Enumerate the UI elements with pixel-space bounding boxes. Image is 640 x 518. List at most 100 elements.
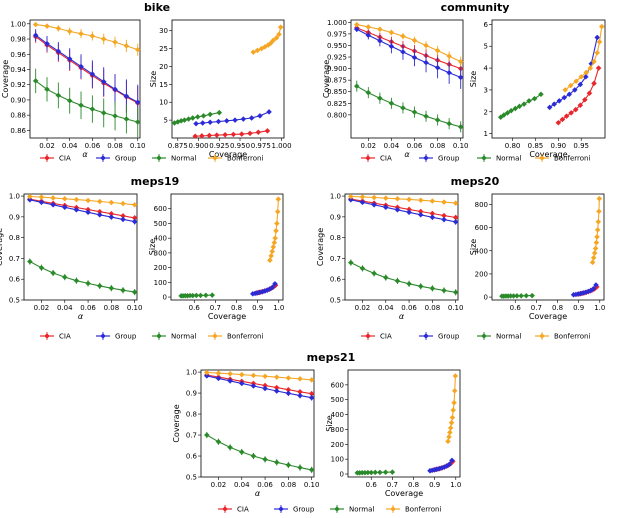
x-tick-label: 0.7 (531, 304, 542, 312)
y-tick-label: 400 (475, 247, 488, 255)
x-axis-label: Coverage (208, 312, 246, 321)
data-point (371, 201, 377, 208)
y-tick-label: 100 (331, 456, 344, 464)
size-panel: 0.80 0.85 0.90 0.95 1 2 3 4 5 6 Coverage Size (469, 19, 606, 159)
data-point (388, 29, 395, 36)
y-tick-label: 300 (154, 249, 167, 257)
x-axis-label: α (255, 489, 261, 498)
x-tick-label: 0.10 (130, 142, 146, 150)
series-line (206, 371, 312, 381)
series-normal (348, 259, 459, 296)
legend-label: Normal (496, 155, 521, 163)
data-point (377, 38, 383, 44)
data-point (372, 469, 379, 476)
series-line (557, 67, 600, 124)
y-tick-label: 0.800 (327, 111, 347, 119)
data-point (359, 194, 366, 200)
series-normal (353, 80, 464, 133)
data-point (240, 116, 247, 122)
data-point (199, 133, 205, 139)
data-point (215, 375, 222, 382)
data-point (276, 31, 282, 38)
data-point (411, 54, 418, 61)
series-bonferroni (250, 24, 284, 55)
data-point (450, 407, 457, 413)
data-point (382, 195, 389, 201)
legend-label: Group (115, 333, 137, 341)
data-point (434, 64, 441, 71)
x-tick-label: 0.08 (107, 142, 123, 150)
data-point (577, 81, 584, 88)
y-tick-label: 10 (159, 99, 168, 107)
legend-label: Normal (171, 155, 196, 163)
y-tick-label: 0.900 (327, 65, 347, 73)
legend-label: CIA (380, 333, 392, 341)
data-point (61, 274, 68, 280)
data-point (66, 28, 73, 35)
y-tick-label: 0.6 (330, 276, 342, 284)
legend-marker (44, 333, 50, 339)
data-point (446, 461, 453, 468)
data-point (452, 219, 459, 225)
y-tick-label: 1.000 (327, 19, 347, 27)
y-tick-label: 1.00 (10, 20, 26, 28)
data-point (446, 434, 452, 440)
series-bonferroni (353, 21, 464, 67)
x-axis-label: Coverage (529, 312, 567, 321)
data-point (353, 26, 360, 33)
data-point (207, 111, 213, 118)
series-group (353, 26, 464, 89)
size-panel: 0.6 0.7 0.8 0.9 1.0 0 100 200 300 400 500 600 Covera… (325, 369, 461, 498)
x-axis-label: α (399, 312, 405, 321)
y-tick-label: 0.86 (10, 127, 26, 135)
x-tick-label: 0.04 (378, 304, 394, 312)
data-point (131, 201, 138, 208)
data-point (308, 467, 315, 473)
data-point (193, 292, 200, 299)
data-point (78, 102, 84, 109)
y-tick-label: 0.7 (186, 432, 197, 440)
data-point (238, 449, 245, 455)
data-point (89, 33, 96, 39)
data-point (571, 87, 578, 93)
x-axis-label: Coverage (385, 489, 423, 498)
data-point (583, 69, 590, 76)
y-tick-label: 0.90 (10, 96, 26, 104)
series-line (356, 85, 461, 128)
data-point (359, 265, 366, 272)
x-tick-label: 0.08 (281, 481, 297, 489)
data-point (273, 388, 280, 394)
data-point (451, 399, 457, 406)
data-point (582, 96, 588, 103)
legend: CIA Group Normal Bonferroni (218, 505, 441, 514)
data-point (594, 49, 601, 56)
data-point (348, 259, 354, 266)
series-normal (497, 91, 544, 121)
data-point (526, 98, 532, 104)
x-tick-label: 0.95 (573, 142, 589, 150)
x-tick-label: 0.02 (211, 481, 227, 489)
series-bonferroni (562, 23, 605, 93)
series-normal (178, 292, 216, 299)
data-point (192, 133, 199, 140)
data-point (388, 100, 395, 107)
data-point (108, 199, 115, 206)
series-line (549, 37, 598, 108)
plot-frame (23, 193, 138, 301)
data-point (447, 425, 454, 431)
data-point (297, 375, 303, 382)
data-point (559, 116, 566, 123)
y-tick-label: 15 (159, 81, 168, 89)
series-normal (204, 431, 315, 474)
y-tick-label: 0.9 (9, 213, 20, 221)
y-tick-label: 0.975 (327, 30, 347, 38)
x-tick-label: 1.000 (271, 142, 291, 150)
data-point (595, 218, 602, 225)
data-point (592, 245, 599, 252)
series-line (564, 26, 603, 91)
data-point (112, 113, 118, 119)
x-tick-label: 0.9 (573, 304, 584, 312)
data-point (394, 278, 401, 284)
x-tick-label: 0.10 (453, 142, 469, 150)
data-point (108, 285, 115, 291)
